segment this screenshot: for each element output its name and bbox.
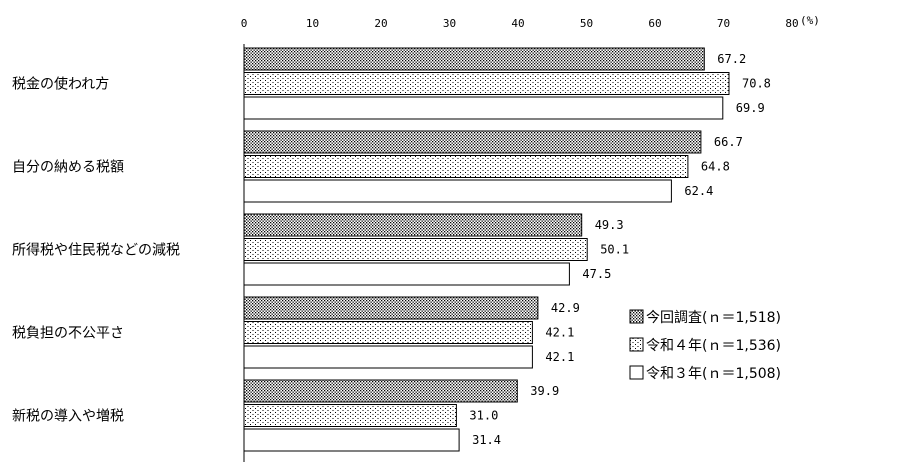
data-label: 66.7 xyxy=(714,135,743,149)
data-label: 62.4 xyxy=(684,184,713,198)
bar xyxy=(243,47,705,71)
category-label: 税負担の不公平さ xyxy=(12,326,124,342)
data-label: 42.9 xyxy=(551,301,580,315)
bar xyxy=(243,296,539,320)
data-label: 69.9 xyxy=(736,101,765,115)
bar xyxy=(243,213,583,237)
legend-label: 令和３年(ｎ＝1,508) xyxy=(646,366,781,382)
bar xyxy=(243,72,730,95)
data-label: 47.5 xyxy=(582,267,611,281)
category-label: 税金の使われ方 xyxy=(12,76,109,93)
bar xyxy=(243,379,518,403)
data-label: 42.1 xyxy=(545,350,574,364)
x-tick-label: 40 xyxy=(511,17,524,30)
x-tick-label: 0 xyxy=(241,17,248,30)
x-tick-label: 10 xyxy=(306,17,319,30)
data-label: 31.0 xyxy=(469,409,498,423)
bar xyxy=(243,404,457,427)
data-label: 50.1 xyxy=(600,243,629,257)
x-tick-label: 80 xyxy=(785,17,798,30)
bar xyxy=(243,130,702,154)
bar xyxy=(243,96,724,120)
x-tick-label: 20 xyxy=(374,17,387,30)
x-tick-label: 50 xyxy=(580,17,593,30)
legend-label: 令和４年(ｎ＝1,536) xyxy=(646,338,781,354)
data-label: 31.4 xyxy=(472,433,501,447)
data-label: 39.9 xyxy=(530,384,559,398)
unit-label: (%) xyxy=(800,14,820,27)
legend-swatch xyxy=(629,365,644,380)
x-tick-label: 70 xyxy=(717,17,730,30)
data-label: 42.1 xyxy=(545,326,574,340)
legend-label: 今回調査(ｎ＝1,518) xyxy=(646,310,781,326)
bar xyxy=(243,155,689,178)
legend-swatch xyxy=(629,337,644,352)
bar xyxy=(243,238,588,261)
bar xyxy=(243,345,533,369)
data-label: 49.3 xyxy=(595,218,624,232)
data-label: 67.2 xyxy=(717,52,746,66)
bar xyxy=(243,262,570,286)
data-label: 70.8 xyxy=(742,77,771,91)
category-label: 所得税や住民税などの減税 xyxy=(12,242,180,259)
bar xyxy=(243,428,460,452)
data-label: 64.8 xyxy=(701,160,730,174)
bar xyxy=(243,179,672,203)
category-label: 自分の納める税額 xyxy=(12,160,124,176)
legend-swatch xyxy=(629,309,644,324)
x-tick-label: 30 xyxy=(443,17,456,30)
category-label: 新税の導入や増税 xyxy=(12,409,124,425)
x-tick-label: 60 xyxy=(648,17,661,30)
bar xyxy=(243,321,533,344)
